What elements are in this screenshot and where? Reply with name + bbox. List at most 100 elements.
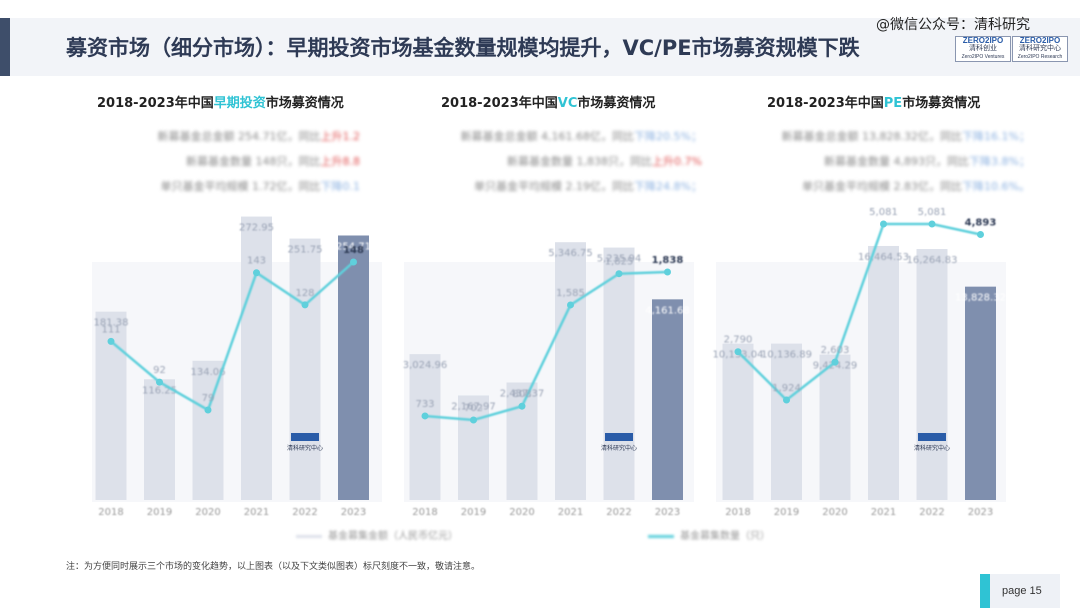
logo-zero2ipo-research: ZERO2IPO 清科研究中心 Zero2IPO Research — [1012, 36, 1068, 62]
bar-label-0-2018: 181.38 — [94, 318, 129, 329]
bar-0-2021 — [241, 216, 272, 500]
footnote: 注：为方便同时展示三个市场的变化趋势，以上图表（以及下文类似图表）标尺刻度不一致… — [66, 562, 481, 572]
page-box — [990, 574, 1060, 608]
bar-label-2-2019: 10,136.89 — [761, 350, 812, 361]
logo-zero2ipo-ventures: ZERO2IPO 清科创业 Zero2IPO Ventures — [955, 36, 1011, 62]
stat-vc-average: 单只基金平均规模 2.19亿，同比下降24.8%； — [474, 180, 702, 193]
line-label-0-2018: 111 — [101, 324, 120, 335]
bar-1-2022 — [603, 247, 635, 500]
x-tick-1-2021: 2021 — [558, 507, 583, 518]
x-tick-2-2022: 2022 — [919, 507, 944, 518]
page-accent — [980, 574, 990, 608]
stat-early-count: 新募基金数量 148只，同比上升8.8 — [186, 155, 360, 168]
bar-1-2019 — [458, 395, 489, 500]
bar-label-1-2019: 2,167.97 — [451, 401, 496, 412]
header-accent-bar — [0, 18, 10, 76]
x-tick-1-2023: 2023 — [655, 507, 680, 518]
line-point-1-2022 — [615, 270, 623, 278]
stat-pe-average: 单只基金平均规模 2.83亿，同比下降10.6%。 — [802, 180, 1030, 193]
bar-label-1-2020: 2,437.37 — [500, 388, 545, 399]
line-point-2-2018 — [734, 348, 742, 356]
legend-bar-swatch — [296, 534, 322, 538]
bar-2-2021 — [868, 245, 899, 500]
watermark: @微信公众号：清科研究 — [876, 17, 1030, 33]
stat-pe-amount: 新募基金总金额 13,828.32亿，同比下降16.1%； — [781, 130, 1030, 143]
bar-1-2023 — [652, 299, 683, 500]
stat-vc-count: 新募基金数量 1,838只，同比上升0.7% — [507, 155, 702, 168]
bar-label-0-2022: 251.75 — [288, 245, 323, 256]
legend-line: 基金募集数量（只） — [648, 527, 770, 542]
bar-0-2022 — [289, 238, 321, 500]
legend-bar: 基金募集金额（人民币亿元） — [296, 527, 458, 542]
line-point-0-2018 — [107, 337, 115, 345]
line-point-0-2023 — [350, 258, 357, 266]
x-tick-1-2019: 2019 — [461, 507, 486, 518]
bar-1-2020 — [506, 382, 538, 500]
bar-label-2-2021: 16,464.53 — [858, 252, 909, 263]
line-point-2-2020 — [831, 358, 839, 366]
bar-2-2023 — [965, 286, 996, 500]
line-label-1-2020: 808 — [512, 389, 531, 400]
bar-2-2022 — [916, 249, 948, 500]
x-tick-0-2020: 2020 — [195, 507, 220, 518]
x-tick-0-2023: 2023 — [341, 507, 366, 518]
bar-label-2-2023: 13,828.32 — [955, 293, 1006, 304]
line-point-1-2018 — [421, 412, 429, 420]
line-point-1-2021 — [567, 301, 574, 309]
page-title: 募资市场（细分市场）：早期投资市场基金数量规模均提升，VC/PE市场募资规模下跌 — [66, 36, 860, 60]
x-tick-1-2020: 2020 — [509, 507, 534, 518]
bar-label-1-2018: 3,024.96 — [403, 360, 448, 371]
chart-logo-text-2: 清科研究中心 — [914, 444, 950, 452]
x-tick-2-2018: 2018 — [725, 507, 750, 518]
x-tick-1-2018: 2018 — [412, 507, 437, 518]
line-series-0 — [110, 261, 355, 412]
line-label-0-2022: 128 — [295, 288, 314, 299]
x-tick-2-2021: 2021 — [871, 507, 896, 518]
chart-title-pe: 2018-2023年中国PE市场募资情况 — [767, 96, 981, 111]
stat-vc-amount: 新募基金总金额 4,161.68亿，同比下降20.5%； — [460, 130, 702, 143]
bar-label-0-2021: 272.95 — [239, 223, 274, 234]
x-tick-0-2022: 2022 — [292, 507, 317, 518]
bar-label-2-2022: 16,264.83 — [907, 255, 958, 266]
bar-2-2018 — [722, 343, 754, 500]
line-point-0-2021 — [253, 269, 260, 277]
line-label-2-2023: 4,893 — [965, 217, 997, 228]
x-tick-2-2023: 2023 — [968, 507, 993, 518]
x-tick-0-2021: 2021 — [244, 507, 269, 518]
bar-2-2020 — [819, 354, 851, 500]
line-point-1-2020 — [518, 402, 526, 410]
line-point-2-2023 — [977, 230, 984, 238]
page-number: page 15 — [1002, 585, 1042, 597]
bar-label-0-2020: 134.06 — [191, 367, 226, 378]
line-label-0-2019: 92 — [153, 365, 166, 376]
x-tick-0-2019: 2019 — [147, 507, 172, 518]
bar-label-2-2020: 9,424.29 — [813, 361, 858, 372]
line-label-1-2022: 1,825 — [605, 257, 634, 268]
line-label-2-2019: 1,924 — [772, 383, 801, 394]
line-label-1-2021: 1,585 — [556, 288, 585, 299]
line-label-0-2023: 148 — [343, 245, 364, 256]
chart-title-vc: 2018-2023年中国VC市场募资情况 — [441, 96, 656, 111]
line-point-1-2023 — [664, 268, 671, 276]
line-series-1 — [424, 270, 668, 422]
line-point-1-2019 — [470, 416, 477, 424]
line-label-1-2023: 1,838 — [652, 255, 684, 266]
bar-1-2021 — [555, 242, 586, 500]
line-point-0-2022 — [301, 301, 309, 309]
line-point-0-2020 — [204, 406, 212, 414]
line-label-2-2022: 5,081 — [918, 207, 947, 218]
chart-panel-bg-0 — [92, 262, 382, 502]
x-tick-2-2019: 2019 — [774, 507, 799, 518]
line-label-1-2018: 733 — [415, 399, 434, 410]
chart-logo-mark-1 — [605, 433, 633, 441]
chart-panel-bg-1 — [404, 262, 694, 502]
line-point-2-2022 — [928, 220, 936, 228]
bar-2-2019 — [771, 343, 802, 500]
stat-early-amount: 新募基金总金额 254.71亿，同比上升1.2 — [157, 130, 361, 143]
line-label-2-2021: 5,081 — [869, 207, 898, 218]
bar-1-2018 — [409, 354, 441, 500]
x-tick-2-2020: 2020 — [822, 507, 847, 518]
line-label-0-2021: 143 — [247, 256, 266, 267]
stat-pe-count: 新募基金数量 4,893只，同比下降3.8%； — [824, 155, 1030, 168]
line-label-2-2020: 2,603 — [821, 345, 850, 356]
